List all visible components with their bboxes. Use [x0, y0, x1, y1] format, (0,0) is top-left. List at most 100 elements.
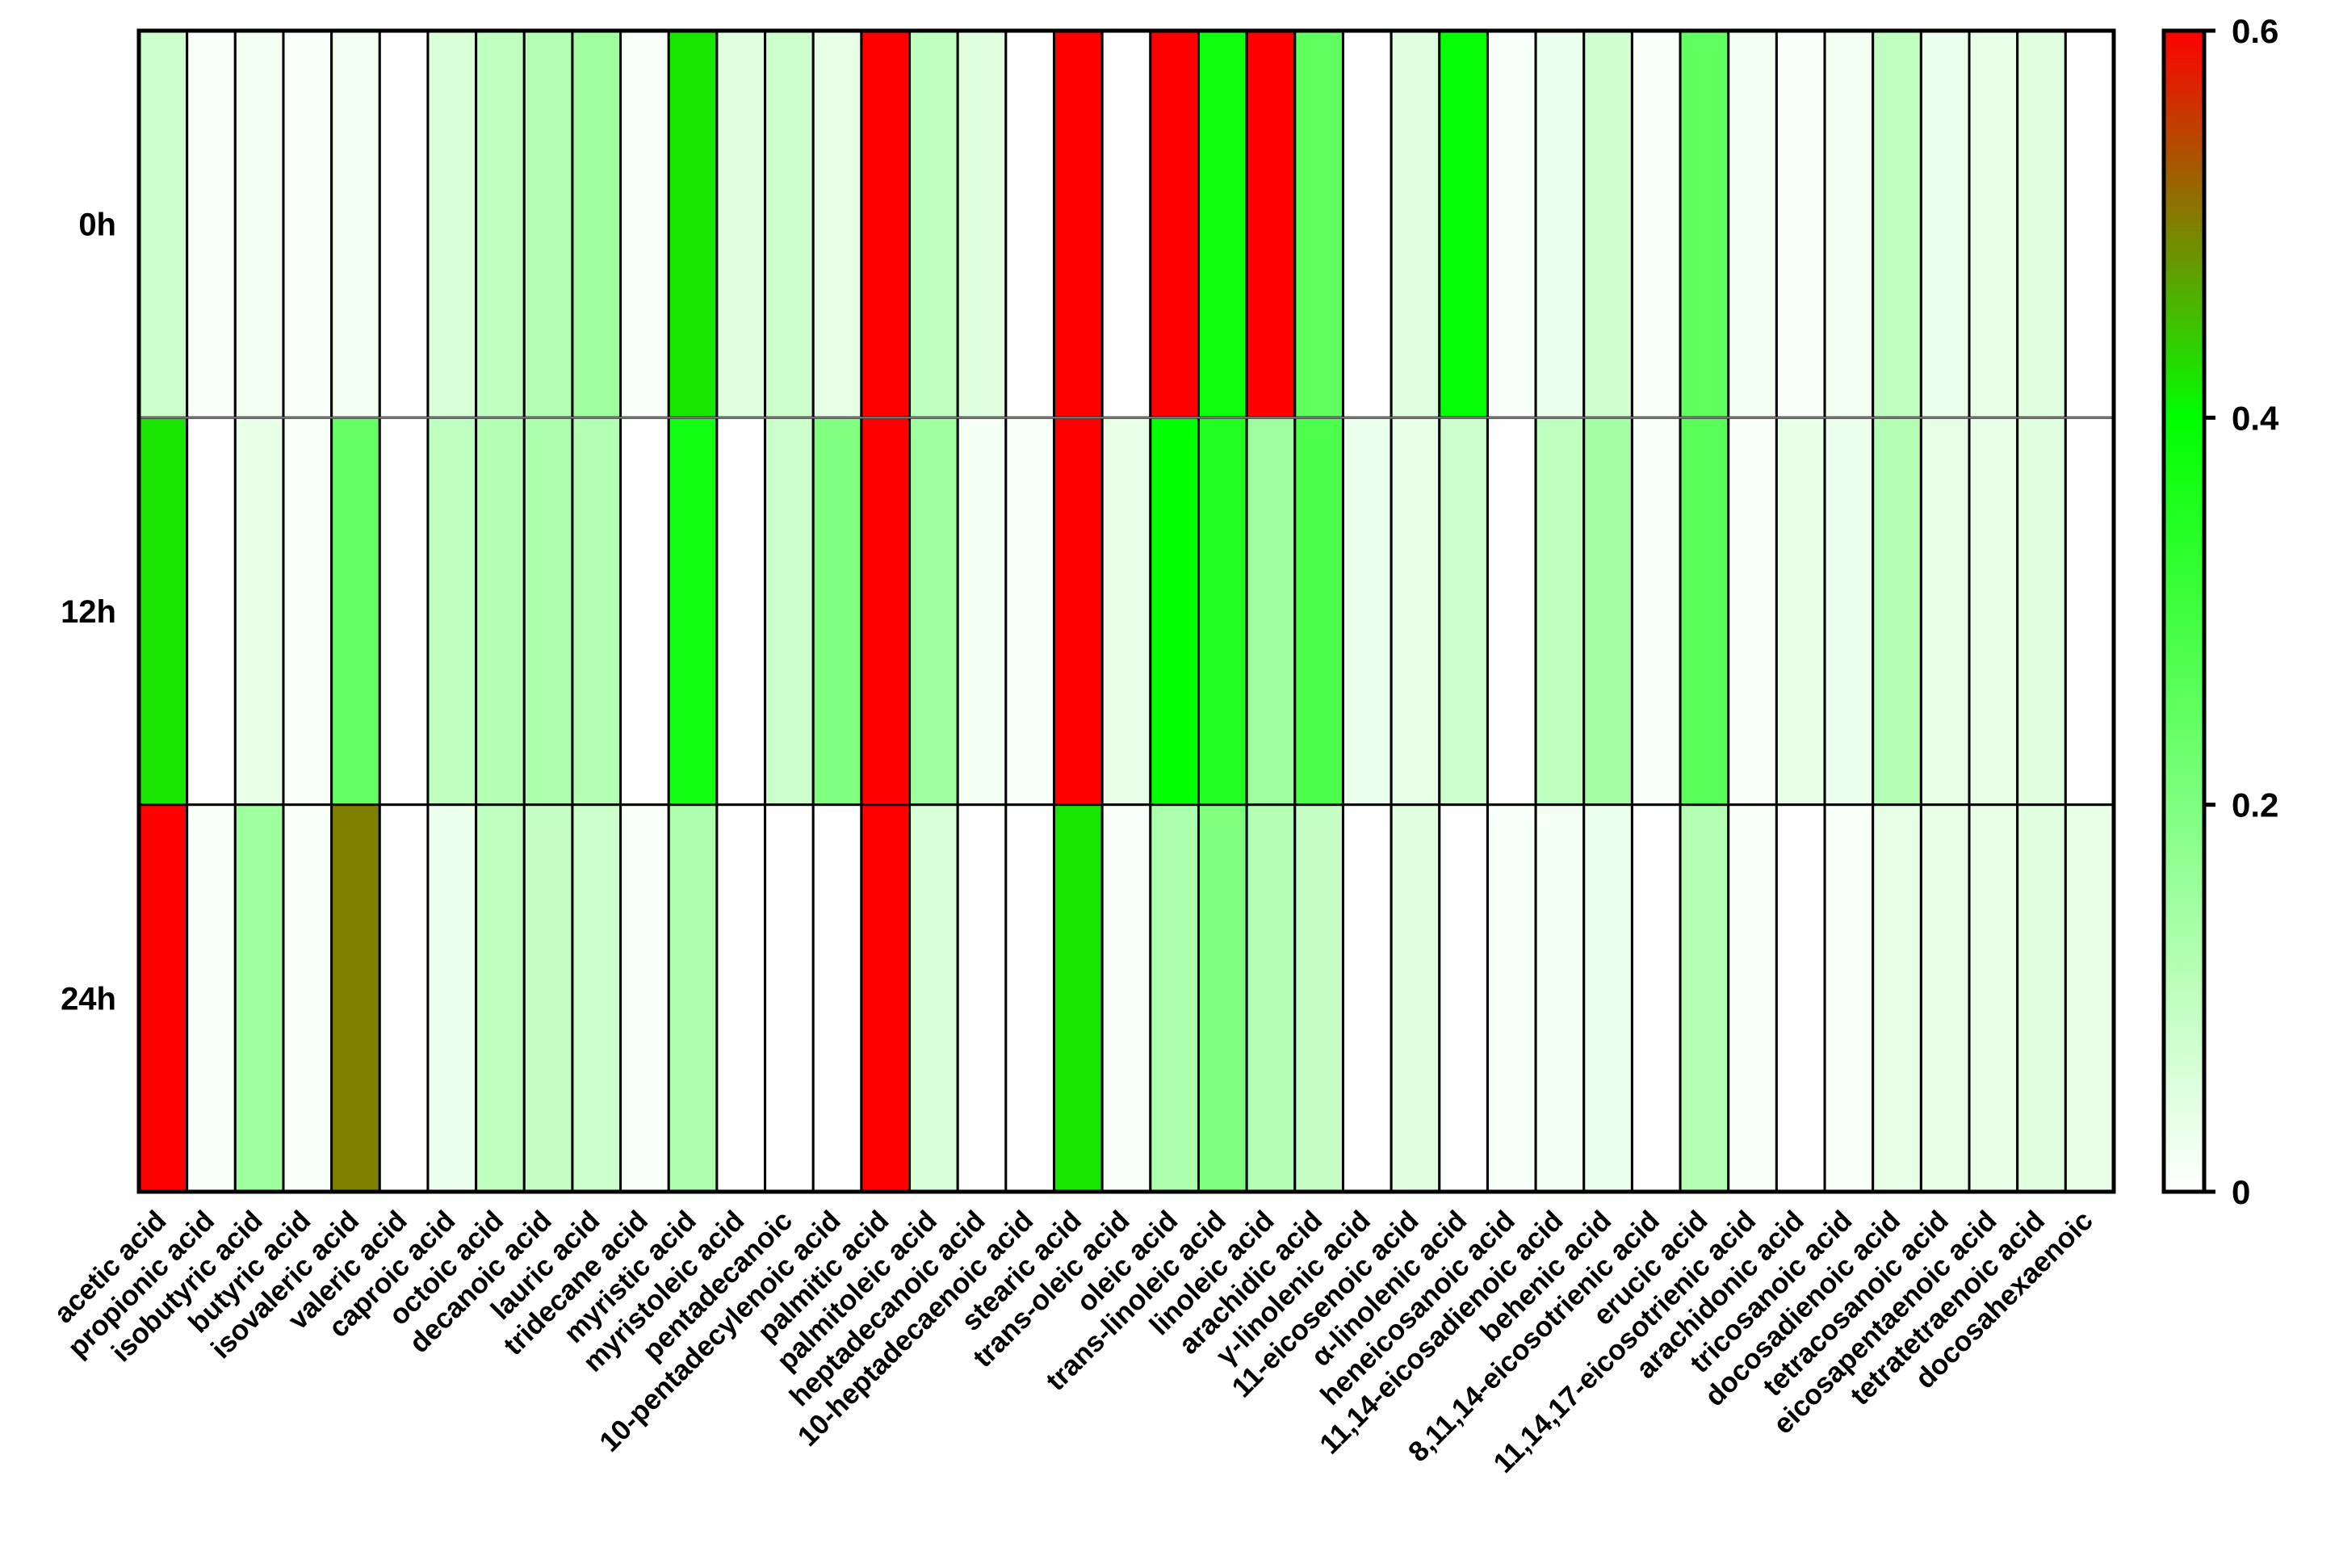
- heatmap-cell-0h-acetic-acid: [137, 29, 189, 419]
- heatmap-cell-0h-butyric-acid: [282, 29, 333, 419]
- heatmap-cell-12h-heneicosanoic-acid: [1486, 416, 1537, 807]
- heatmap-cell-12h-11-14-17-eicosotrienic-acid: [1727, 416, 1778, 807]
- heatmap-cell-12h-arachidonic-acid: [1775, 416, 1826, 807]
- heatmap-cells: [136, 28, 2116, 1194]
- heatmap-cell-0h-linoleic-acid: [1245, 29, 1297, 419]
- heatmap-cell-12h-heptadecanoic-acid: [956, 416, 1008, 807]
- heatmap-cell-12h-palmitoleic-acid: [908, 416, 959, 807]
- heatmap-cell-24h-docosadienoic-acid: [1872, 803, 1922, 1193]
- heatmap-cell-0h-8-11-14-eicosotrienic-acid: [1630, 29, 1682, 419]
- heatmap-cell-12h-acetic-acid: [137, 416, 189, 807]
- heatmap-cell-0h-arachidonic-acid: [1775, 29, 1826, 419]
- heatmap-cell-12h-linoleic-acid: [1245, 416, 1297, 807]
- heatmap-cell-24h-palmitic-acid: [860, 803, 912, 1193]
- heatmap-cell-24h-stearic-acid: [1053, 803, 1104, 1193]
- heatmap-cell-24h-propionic-acid: [186, 803, 237, 1193]
- heatmap-cell-12h-tetracosanoic-acid: [1919, 416, 1971, 807]
- row-label-12h: 12h: [61, 594, 116, 630]
- heatmap-cell-24h-caproic-acid: [426, 803, 478, 1193]
- heatmap-cell-12h-stearic-acid: [1053, 416, 1104, 807]
- heatmap-cell-24h-docosahexaenoic: [2064, 803, 2115, 1193]
- heatmap-cell-12h-isovaleric-acid: [330, 416, 381, 807]
- heatmap-cell-12h-trans-linoleic-acid: [1197, 416, 1248, 807]
- heatmap-cell-24h-myristic-acid: [667, 803, 719, 1193]
- heatmap-cell-24h-tridecane-acid: [619, 803, 670, 1193]
- heatmap-cell-12h-myristic-acid: [667, 416, 719, 807]
- heatmap-cell-24h-tetratetraenoic-acid: [2016, 803, 2067, 1193]
- heatmap-cell-0h-pentadecanoic: [764, 29, 815, 419]
- heatmap-cell-0h-10-heptadecaenoic-acid: [1004, 29, 1056, 419]
- heatmap-cell-12h-eicosapentaenoic-acid: [1968, 416, 2019, 807]
- heatmap-cell-24h-heptadecanoic-acid: [956, 803, 1008, 1193]
- heatmap-cell-24h-tricosanoic-acid: [1823, 803, 1875, 1193]
- heatmap-cell-0h-trans-oleic-acid: [1100, 29, 1152, 419]
- heatmap-cell-24h-linolenic-acid: [1438, 803, 1489, 1193]
- heatmap-cell-12h-trans-oleic-acid: [1100, 416, 1152, 807]
- heatmap-cell-12h-myristoleic-acid: [715, 416, 767, 807]
- heatmap-cell-0h-heptadecanoic-acid: [956, 29, 1008, 419]
- heatmap-cell-0h-palmitoleic-acid: [908, 29, 959, 419]
- heatmap-cell-24h-trans-oleic-acid: [1100, 803, 1152, 1193]
- heatmap-cell-0h-decanoic-acid: [522, 29, 574, 419]
- heatmap-cell-24h-erucic-acid: [1679, 803, 1730, 1193]
- colorbar-tick-label-3: 0.6: [2232, 12, 2278, 50]
- heatmap-cell-24h-behenic-acid: [1582, 803, 1633, 1193]
- heatmap-cell-0h-docosahexaenoic: [2064, 29, 2115, 419]
- heatmap-cell-24h-pentadecanoic: [764, 803, 815, 1193]
- heatmap-cell-12h-docosadienoic-acid: [1872, 416, 1922, 807]
- heatmap-cell-12h-palmitic-acid: [860, 416, 912, 807]
- heatmap-cell-0h-linolenic-acid: [1341, 29, 1393, 419]
- heatmap-cell-24h-palmitoleic-acid: [908, 803, 959, 1193]
- heatmap-cell-24h-valeric-acid: [378, 803, 430, 1193]
- heatmap-cell-24h-eicosapentaenoic-acid: [1968, 803, 2019, 1193]
- heatmap-cell-0h-propionic-acid: [186, 29, 237, 419]
- row-labels: 0h 12h 24h: [61, 208, 116, 1017]
- heatmap-cell-24h-8-11-14-eicosotrienic-acid: [1630, 803, 1682, 1193]
- heatmap-cell-0h-tetracosanoic-acid: [1919, 29, 1971, 419]
- colorbar-tick-label-2: 0.4: [2232, 399, 2279, 437]
- heatmap-cell-0h-palmitic-acid: [860, 29, 912, 419]
- heatmap-cell-0h-valeric-acid: [378, 29, 430, 419]
- heatmap-cell-24h-11-14-17-eicosotrienic-acid: [1727, 803, 1778, 1193]
- heatmap-cell-12h-tetratetraenoic-acid: [2016, 416, 2067, 807]
- heatmap-cell-12h-10-pentadecylenoic-acid: [811, 416, 863, 807]
- colorbar-tick-label-0: 0: [2232, 1173, 2250, 1211]
- heatmap-cell-24h-arachidonic-acid: [1775, 803, 1826, 1193]
- heatmap-cell-12h-erucic-acid: [1679, 416, 1730, 807]
- heatmap-cell-24h-10-pentadecylenoic-acid: [811, 803, 863, 1193]
- heatmap-cell-24h-myristoleic-acid: [715, 803, 767, 1193]
- heatmap-cell-24h-arachidic-acid: [1293, 803, 1344, 1193]
- heatmap-cell-24h-octoic-acid: [475, 803, 526, 1193]
- heatmap-cell-0h-lauric-acid: [571, 29, 622, 419]
- heatmap-cell-12h-tridecane-acid: [619, 416, 670, 807]
- heatmap-cell-12h-valeric-acid: [378, 416, 430, 807]
- heatmap-cell-12h-octoic-acid: [475, 416, 526, 807]
- heatmap-cell-12h-isobutyric-acid: [233, 416, 285, 807]
- heatmap-cell-0h-11-14-eicosadienoic-acid: [1534, 29, 1586, 419]
- heatmap-cell-24h-lauric-acid: [571, 803, 622, 1193]
- heatmap-cell-0h-trans-linoleic-acid: [1197, 29, 1248, 419]
- heatmap-cell-24h-10-heptadecaenoic-acid: [1004, 803, 1056, 1193]
- heatmap-cell-0h-octoic-acid: [475, 29, 526, 419]
- row-label-24h: 24h: [61, 981, 116, 1017]
- heatmap-cell-12h-lauric-acid: [571, 416, 622, 807]
- heatmap-cell-0h-stearic-acid: [1053, 29, 1104, 419]
- heatmap-cell-24h-linoleic-acid: [1245, 803, 1297, 1193]
- heatmap-cell-24h-butyric-acid: [282, 803, 333, 1193]
- heatmap-cell-0h-oleic-acid: [1149, 29, 1200, 419]
- heatmap-cell-24h-linolenic-acid: [1341, 803, 1393, 1193]
- heatmap-cell-0h-linolenic-acid: [1438, 29, 1489, 419]
- heatmap-cell-24h-acetic-acid: [137, 803, 189, 1193]
- heatmap-cell-12h-8-11-14-eicosotrienic-acid: [1630, 416, 1682, 807]
- heatmap-cell-12h-docosahexaenoic: [2064, 416, 2115, 807]
- heatmap-cell-12h-tricosanoic-acid: [1823, 416, 1875, 807]
- row-label-0h: 0h: [78, 208, 116, 243]
- heatmap-cell-0h-arachidic-acid: [1293, 29, 1344, 419]
- heatmap-cell-12h-11-14-eicosadienoic-acid: [1534, 416, 1586, 807]
- heatmap-cell-0h-heneicosanoic-acid: [1486, 29, 1537, 419]
- heatmap-cell-12h-butyric-acid: [282, 416, 333, 807]
- heatmap-cell-12h-11-eicosenoic-acid: [1390, 416, 1441, 807]
- heatmap-cell-12h-pentadecanoic: [764, 416, 815, 807]
- heatmap-cell-0h-isovaleric-acid: [330, 29, 381, 419]
